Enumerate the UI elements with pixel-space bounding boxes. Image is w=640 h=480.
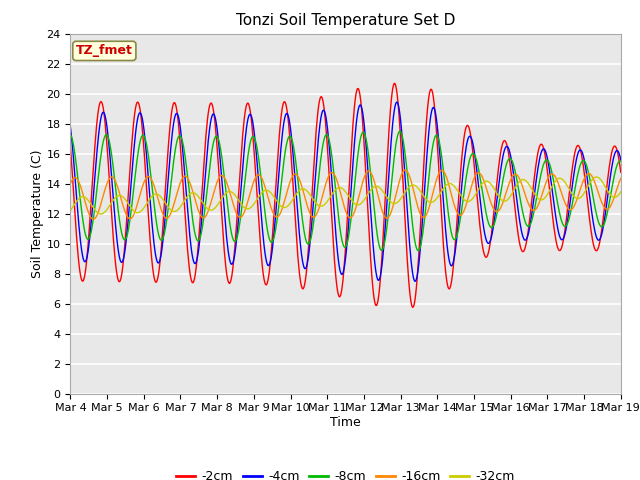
- Line: -16cm: -16cm: [70, 170, 621, 219]
- -32cm: [134, 210, 141, 216]
- -2cm: [67, 143, 74, 149]
- -2cm: [617, 169, 625, 175]
- -8cm: [67, 132, 74, 137]
- -16cm: [190, 192, 198, 198]
- -32cm: [97, 211, 105, 217]
- Legend: -2cm, -4cm, -8cm, -16cm, -32cm: -2cm, -4cm, -8cm, -16cm, -32cm: [172, 465, 520, 480]
- -4cm: [414, 268, 422, 274]
- -16cm: [77, 183, 84, 189]
- -8cm: [218, 156, 226, 161]
- -2cm: [77, 272, 84, 277]
- -32cm: [413, 184, 421, 190]
- -8cm: [413, 247, 421, 252]
- Line: -2cm: -2cm: [70, 84, 621, 307]
- -16cm: [67, 181, 74, 187]
- -16cm: [617, 176, 625, 181]
- -32cm: [77, 194, 84, 200]
- -8cm: [77, 198, 84, 204]
- -8cm: [617, 158, 625, 164]
- -32cm: [617, 189, 625, 195]
- -8cm: [133, 157, 141, 163]
- -16cm: [90, 216, 97, 222]
- X-axis label: Time: Time: [330, 416, 361, 429]
- -4cm: [77, 237, 84, 243]
- -2cm: [414, 264, 422, 270]
- -32cm: [67, 208, 74, 214]
- -8cm: [430, 137, 438, 143]
- -16cm: [219, 173, 227, 179]
- -4cm: [67, 124, 74, 130]
- -2cm: [430, 99, 438, 105]
- Text: TZ_fmet: TZ_fmet: [76, 44, 132, 58]
- -4cm: [218, 179, 226, 185]
- -2cm: [133, 100, 141, 106]
- -4cm: [411, 278, 419, 284]
- -2cm: [218, 217, 226, 223]
- -8cm: [396, 128, 403, 134]
- -2cm: [189, 280, 196, 286]
- -32cm: [219, 194, 227, 200]
- Line: -32cm: -32cm: [70, 177, 621, 214]
- -32cm: [190, 190, 198, 196]
- -2cm: [390, 81, 398, 86]
- Y-axis label: Soil Temperature (C): Soil Temperature (C): [31, 149, 44, 278]
- -4cm: [617, 157, 625, 163]
- -4cm: [189, 256, 196, 262]
- -2cm: [409, 304, 417, 310]
- -32cm: [593, 174, 600, 180]
- -8cm: [414, 248, 422, 253]
- -8cm: [189, 218, 196, 224]
- -16cm: [134, 200, 141, 205]
- Line: -4cm: -4cm: [70, 102, 621, 281]
- -16cm: [414, 204, 422, 210]
- -16cm: [430, 186, 438, 192]
- -32cm: [429, 199, 437, 204]
- -4cm: [430, 105, 438, 111]
- -16cm: [401, 167, 409, 173]
- Title: Tonzi Soil Temperature Set D: Tonzi Soil Temperature Set D: [236, 13, 455, 28]
- Line: -8cm: -8cm: [70, 131, 621, 251]
- -4cm: [133, 119, 141, 125]
- -4cm: [393, 99, 401, 105]
